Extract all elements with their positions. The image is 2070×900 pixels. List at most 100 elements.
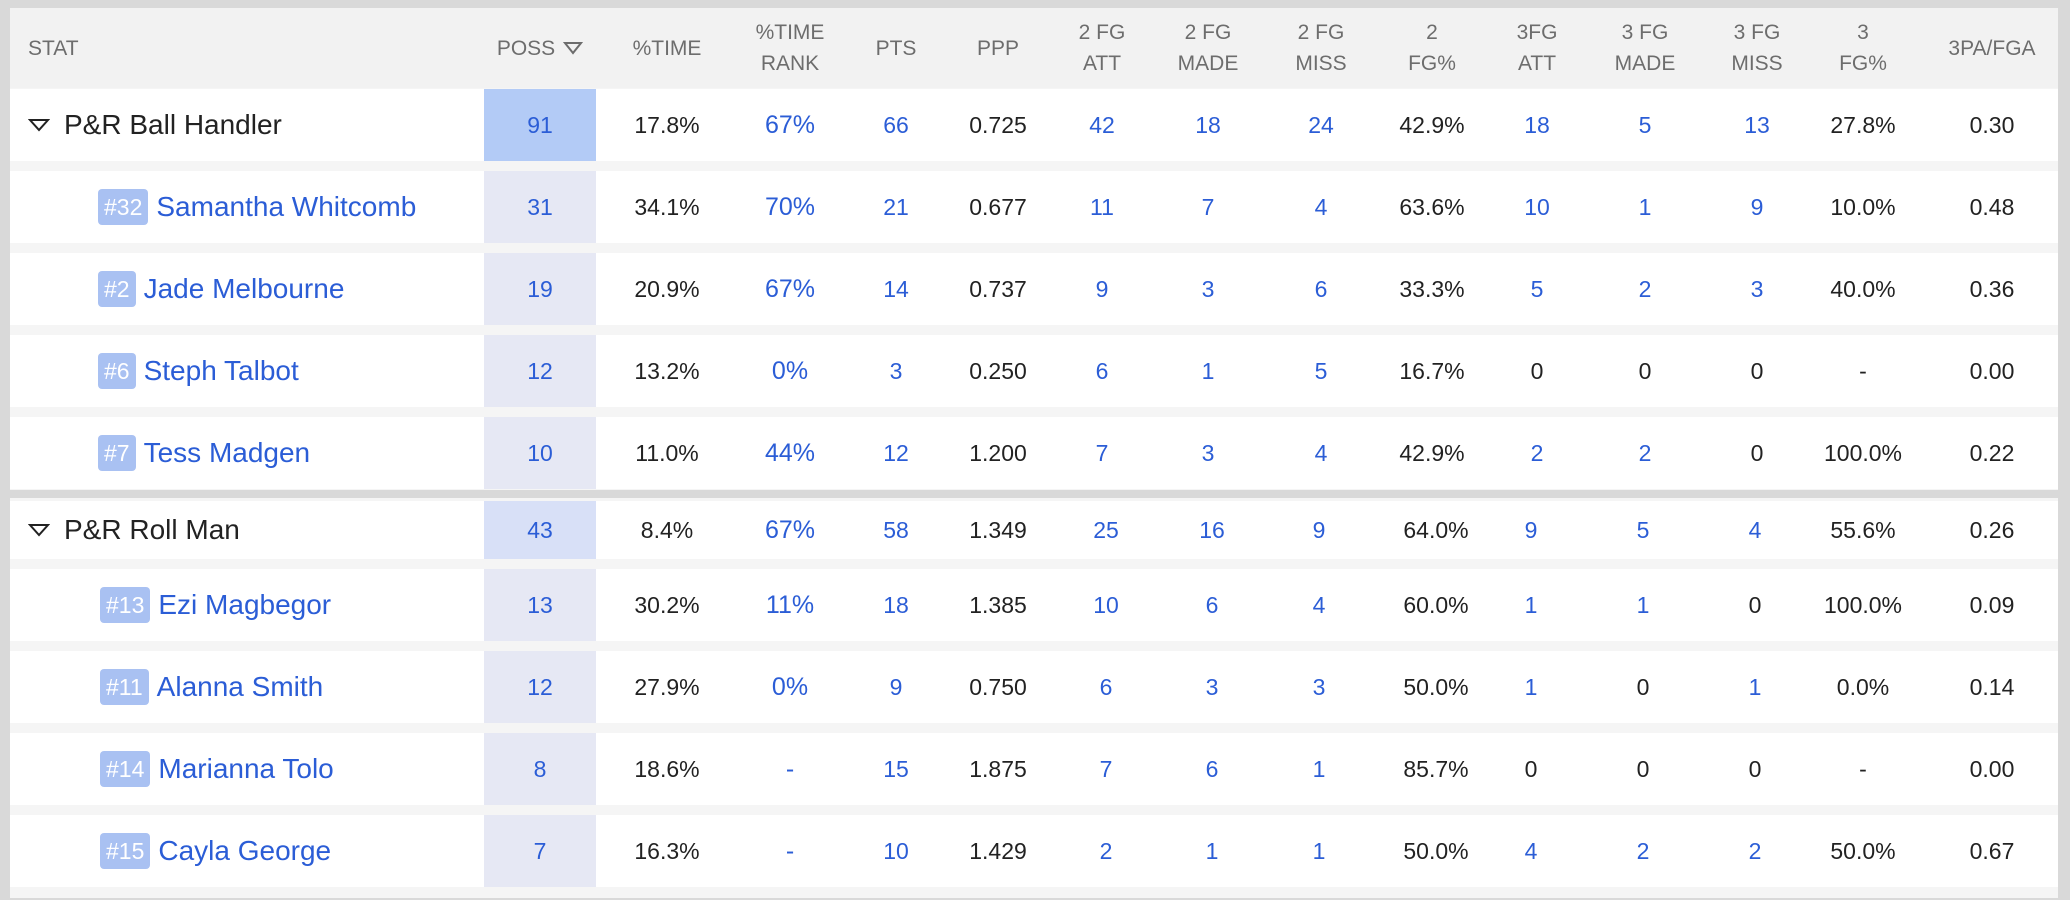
cell-pct-time-rank[interactable]: 44% (764, 438, 816, 467)
group-row[interactable]: P&R Roll Man 43 8.4% 67% 58 1.349 25 16 … (10, 501, 2058, 559)
cell-3fg-made[interactable]: 2 (1638, 275, 1652, 302)
cell-2fg-miss[interactable]: 1 (1312, 837, 1326, 864)
player-name-link[interactable]: Steph Talbot (143, 355, 299, 386)
player-name-link[interactable]: Cayla George (158, 835, 332, 866)
cell-pts[interactable]: 9 (889, 673, 903, 700)
player-row[interactable]: #14 Marianna Tolo 8 18.6% - 15 1.875 7 6… (10, 733, 2058, 805)
cell-pct-time-rank[interactable]: 11% (765, 590, 815, 619)
cell-pts[interactable]: 21 (883, 193, 909, 220)
cell-3fg-miss[interactable]: 4 (1748, 516, 1762, 543)
cell-3fg-made[interactable]: 1 (1636, 591, 1650, 618)
cell-2fg-att[interactable]: 9 (1095, 275, 1109, 302)
cell-3fg-miss[interactable]: 1 (1748, 673, 1762, 700)
header-pct-time[interactable]: %TIME (612, 8, 722, 88)
group-row[interactable]: P&R Ball Handler 91 17.8% 67% 66 0.725 4… (10, 89, 2058, 161)
cell-pct-time-rank[interactable]: - (785, 754, 795, 783)
cell-poss[interactable]: 12 (527, 357, 553, 384)
header-pct-time-rank[interactable]: %TIME RANK (735, 8, 845, 88)
player-row[interactable]: #2 Jade Melbourne 19 20.9% 67% 14 0.737 … (10, 253, 2058, 325)
header-3fg-pct[interactable]: 3 FG% (1808, 8, 1918, 88)
cell-2fg-made[interactable]: 1 (1205, 837, 1219, 864)
cell-3fg-att[interactable]: 5 (1530, 275, 1544, 302)
player-name-link[interactable]: Samantha Whitcomb (156, 191, 417, 222)
cell-2fg-made[interactable]: 18 (1195, 111, 1221, 138)
cell-3fg-miss[interactable]: 13 (1744, 111, 1770, 138)
cell-pts[interactable]: 18 (883, 591, 909, 618)
header-3fg-att[interactable]: 3FG ATT (1487, 8, 1587, 88)
cell-3fg-att[interactable]: 9 (1524, 516, 1538, 543)
cell-2fg-miss[interactable]: 4 (1312, 591, 1326, 618)
player-row[interactable]: #32 Samantha Whitcomb 31 34.1% 70% 21 0.… (10, 171, 2058, 243)
cell-pct-time-rank[interactable]: 67% (764, 274, 816, 303)
player-name-link[interactable]: Alanna Smith (156, 671, 324, 702)
cell-pct-time-rank[interactable]: 0% (771, 356, 809, 385)
cell-2fg-att[interactable]: 10 (1093, 591, 1119, 618)
cell-3fg-att[interactable]: 4 (1524, 837, 1538, 864)
header-2fg-made[interactable]: 2 FG MADE (1158, 8, 1258, 88)
cell-2fg-miss[interactable]: 24 (1308, 111, 1334, 138)
cell-2fg-made[interactable]: 6 (1205, 591, 1219, 618)
cell-poss[interactable]: 7 (533, 837, 547, 864)
header-pts[interactable]: PTS (846, 8, 946, 88)
cell-3fg-miss[interactable]: 2 (1748, 837, 1762, 864)
cell-3fg-miss[interactable]: 9 (1750, 193, 1764, 220)
cell-pct-time-rank[interactable]: 67% (764, 515, 816, 544)
collapse-triangle-icon[interactable] (28, 118, 50, 132)
cell-3fg-att[interactable]: 2 (1530, 439, 1544, 466)
cell-2fg-att[interactable]: 6 (1095, 357, 1109, 384)
player-name-link[interactable]: Ezi Magbegor (158, 589, 332, 620)
cell-2fg-att[interactable]: 25 (1093, 516, 1119, 543)
cell-3fg-att[interactable]: 1 (1524, 591, 1538, 618)
cell-2fg-made[interactable]: 1 (1201, 357, 1215, 384)
player-name-link[interactable]: Jade Melbourne (143, 273, 345, 304)
cell-pts[interactable]: 3 (889, 357, 903, 384)
cell-2fg-made[interactable]: 6 (1205, 755, 1219, 782)
player-row[interactable]: #6 Steph Talbot 12 13.2% 0% 3 0.250 6 1 … (10, 335, 2058, 407)
cell-3fg-att[interactable]: 10 (1524, 193, 1550, 220)
header-poss[interactable]: POSS (484, 8, 596, 88)
header-ppp[interactable]: PPP (948, 8, 1048, 88)
cell-2fg-att[interactable]: 6 (1099, 673, 1113, 700)
player-name-link[interactable]: Marianna Tolo (158, 753, 334, 784)
cell-3fg-miss[interactable]: 3 (1750, 275, 1764, 302)
cell-pts[interactable]: 12 (883, 439, 909, 466)
cell-3fg-made[interactable]: 5 (1636, 516, 1650, 543)
cell-3fg-made[interactable]: 5 (1638, 111, 1652, 138)
cell-pct-time-rank[interactable]: 0% (771, 672, 809, 701)
cell-2fg-made[interactable]: 7 (1201, 193, 1215, 220)
cell-2fg-miss[interactable]: 9 (1312, 516, 1326, 543)
cell-3fg-att[interactable]: 18 (1524, 111, 1550, 138)
cell-poss[interactable]: 13 (527, 591, 553, 618)
player-row[interactable]: #13 Ezi Magbegor 13 30.2% 11% 18 1.385 1… (10, 569, 2058, 641)
player-name-link[interactable]: Tess Madgen (143, 437, 311, 468)
cell-2fg-miss[interactable]: 6 (1314, 275, 1328, 302)
cell-poss[interactable]: 43 (527, 516, 553, 543)
cell-3fg-made[interactable]: 2 (1636, 837, 1650, 864)
cell-2fg-made[interactable]: 3 (1201, 439, 1215, 466)
cell-2fg-att[interactable]: 42 (1089, 111, 1115, 138)
cell-2fg-miss[interactable]: 4 (1314, 439, 1328, 466)
cell-pts[interactable]: 15 (883, 755, 909, 782)
player-row[interactable]: #15 Cayla George 7 16.3% - 10 1.429 2 1 … (10, 815, 2058, 887)
cell-pts[interactable]: 10 (883, 837, 909, 864)
cell-2fg-miss[interactable]: 5 (1314, 357, 1328, 384)
cell-2fg-made[interactable]: 16 (1199, 516, 1225, 543)
cell-2fg-att[interactable]: 11 (1090, 193, 1114, 220)
cell-2fg-miss[interactable]: 4 (1314, 193, 1328, 220)
cell-2fg-made[interactable]: 3 (1205, 673, 1219, 700)
cell-poss[interactable]: 19 (527, 275, 553, 302)
cell-3fg-made[interactable]: 1 (1638, 193, 1652, 220)
cell-pts[interactable]: 14 (883, 275, 909, 302)
player-row[interactable]: #7 Tess Madgen 10 11.0% 44% 12 1.200 7 3… (10, 417, 2058, 489)
cell-2fg-miss[interactable]: 3 (1312, 673, 1326, 700)
header-3fg-made[interactable]: 3 FG MADE (1595, 8, 1695, 88)
cell-pct-time-rank[interactable]: 70% (764, 192, 816, 221)
cell-2fg-made[interactable]: 3 (1201, 275, 1215, 302)
cell-poss[interactable]: 8 (533, 755, 547, 782)
cell-pct-time-rank[interactable]: - (785, 836, 795, 865)
header-3fg-miss[interactable]: 3 FG MISS (1707, 8, 1807, 88)
cell-3fg-made[interactable]: 2 (1638, 439, 1652, 466)
header-2fg-pct[interactable]: 2 FG% (1377, 8, 1487, 88)
cell-poss[interactable]: 10 (527, 439, 553, 466)
header-stat[interactable]: STAT (28, 8, 228, 88)
